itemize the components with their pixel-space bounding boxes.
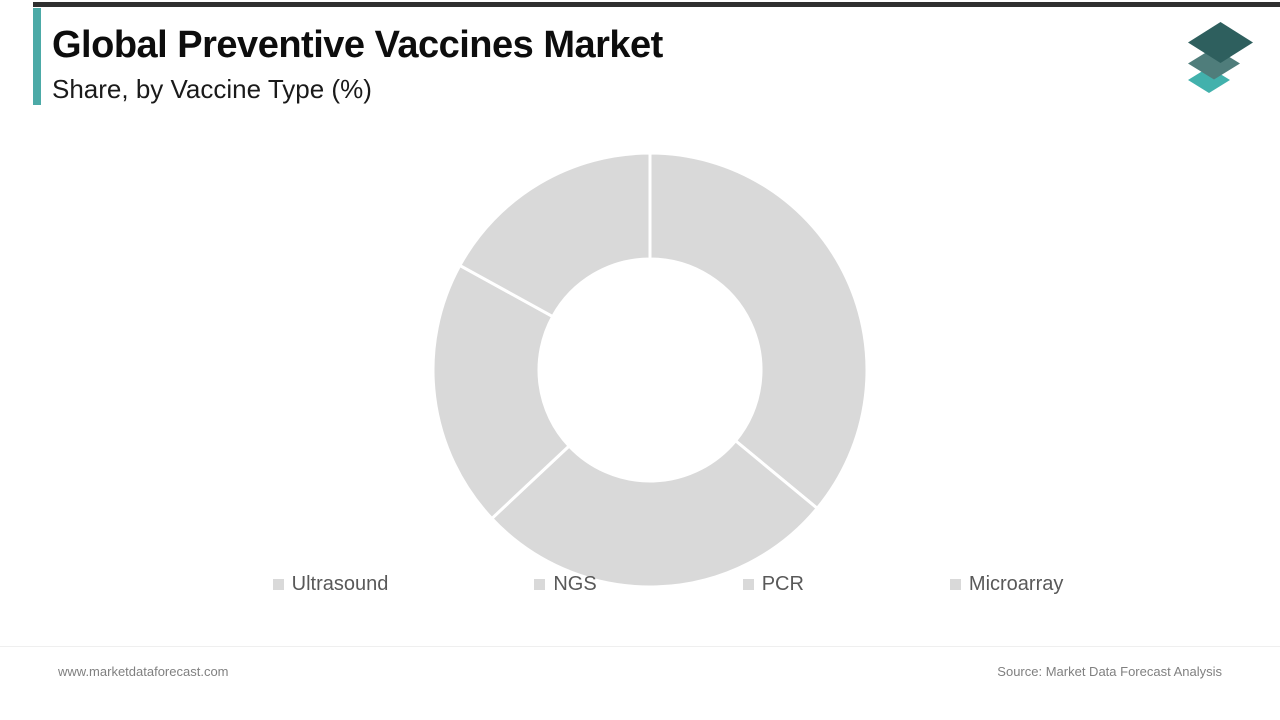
legend-label: NGS <box>553 573 597 595</box>
legend-swatch-icon <box>534 578 546 590</box>
footer-divider <box>0 646 1280 647</box>
chart-legend: Ultrasound NGS PCR Microarray <box>0 572 1280 596</box>
title-accent-bar <box>33 8 41 105</box>
donut-segment-pcr <box>431 263 571 521</box>
donut-segment-ngs <box>490 439 819 589</box>
legend-swatch-icon <box>949 578 961 590</box>
title-block: Global Preventive Vaccines Market Share,… <box>52 24 663 104</box>
legend-item-microarray: Microarray <box>949 572 1064 596</box>
legend-item-ultrasound: Ultrasound <box>272 572 389 596</box>
top-border-bar <box>33 2 1280 7</box>
donut-chart <box>430 150 870 590</box>
donut-chart-svg <box>431 151 869 589</box>
legend-label: Ultrasound <box>291 573 389 595</box>
footer-source: Source: Market Data Forecast Analysis <box>997 664 1222 679</box>
footer-website: www.marketdataforecast.com <box>58 664 229 679</box>
donut-segment-microarray <box>458 151 652 319</box>
donut-segment-ultrasound <box>648 151 869 510</box>
legend-item-ngs: NGS <box>534 572 597 596</box>
page-title: Global Preventive Vaccines Market <box>52 24 663 66</box>
market-data-forecast-logo <box>1188 22 1253 93</box>
legend-swatch-icon <box>272 578 284 590</box>
legend-swatch-icon <box>742 578 754 590</box>
legend-item-pcr: PCR <box>742 572 804 596</box>
logo-layer-top-icon <box>1188 22 1253 63</box>
legend-label: Microarray <box>968 573 1064 595</box>
legend-label: PCR <box>761 573 804 595</box>
page-subtitle: Share, by Vaccine Type (%) <box>52 74 372 104</box>
